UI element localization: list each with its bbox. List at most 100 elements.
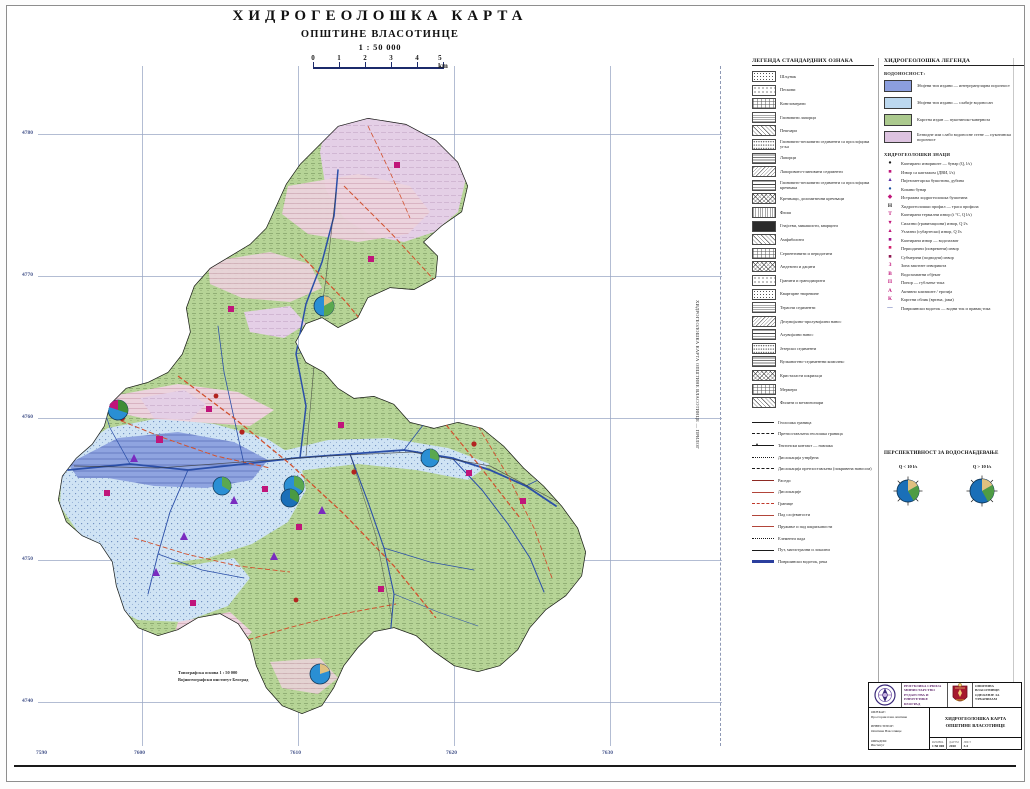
legend-standard-item: Серпентинити и перидотити [752,247,874,259]
grid-label-left: 4770 [22,272,33,278]
supply-pie-icon [893,476,923,506]
title-block-meta-cell: ДАТУМ 2010 [947,738,962,751]
legend-hydro-symbol: ▲ Пијезометарска бушотина, дубина [884,177,1024,184]
line-symbol [752,511,774,520]
legend-line-item: Дислокације [752,487,874,496]
legend-line-item-label: Пружање и пад шкриљавости [778,524,833,530]
legend-standard-item: Терасни седименти [752,302,874,314]
legend-hydro-symbol: А Активно клизиште / ерозија [884,287,1024,294]
legend-spacer [752,411,874,418]
lithology-pattern-swatch [752,206,776,218]
supply-legend-caption: Q < 10 l/s [898,464,918,469]
legend-standard-item: Андезити и дацити [752,261,874,273]
base-note-line1: Топографска основа 1 : 50 000 [178,670,238,675]
hydro-symbol-glyph-icon: ▼ [887,219,893,226]
line-symbol-stroke [752,456,774,458]
scale-label: 0 [311,54,315,62]
line-symbol-stroke [752,442,774,447]
scale-tick [417,62,418,69]
legend-standard-item: Шљунак [752,71,874,82]
scale-label: 1 [337,54,341,62]
hydro-symbol-glyph-icon: ● [888,160,892,166]
legend-standard-item: Гнајсеви, микашисти, кварцити [752,220,874,232]
hydro-symbol-glyph-icon: З [888,262,892,268]
hydro-symbol-label: Извор са каптажом (ДВИ, l/s) [901,169,955,175]
line-symbol-stroke [752,503,774,504]
scale-tick [339,62,340,69]
legend-hydro-symbol: ● Копани бунар [884,186,1024,192]
hydro-symbol-glyph-icon: П [887,279,893,285]
supply-pie-icon [966,475,998,507]
legend-line-item: Дислокација претпостављена (покривена на… [752,464,874,473]
legend-hydro-symbol: П Понор — губљење тока [884,279,1024,285]
legend-standard-item-label: Андезити и дацити [780,264,816,270]
unit-rose-north [208,252,322,302]
legend-divider-left [878,58,879,748]
legend-hydro-title: ХИДРОГЕОЛОШКА ЛЕГЕНДА [884,58,1024,66]
title-block-body: ОБЈЕКАТ: Просторни план општине ИНВЕСТИТ… [869,708,1021,751]
line-symbol-stroke [752,537,774,539]
lithology-pattern-swatch [752,193,776,205]
meta-key: ЛИСТ [963,740,971,744]
hydro-symbol-label: Пијезометарска бушотина, дубина [901,178,964,184]
legend-standard-item-label: Лапоровито-глиновити седименти [780,169,843,175]
line-symbol [752,534,774,543]
page-title: ХИДРОГЕОЛОШКА КАРТА [232,8,528,24]
graticule-line-vertical [610,66,611,746]
scale-label: 3 [389,54,393,62]
legend-standard-rows: Шљунак Пескови Конгломерати Глиновити лапор… [752,71,874,409]
legend-line-item-label: Раседи [778,477,791,483]
legend-standard-item-label: Глиновити лапорци [780,114,816,120]
legend-standard-item-label: Шљунак [780,73,796,79]
lithology-pattern-swatch [752,220,776,232]
line-symbol-stroke [752,526,774,528]
hydro-symbol-label: Хидрогеолошки профил — траса профила [901,203,979,209]
line-symbol [752,464,774,473]
lithology-pattern-swatch [752,342,776,354]
legend-standard-item-label: Гнајсеви, микашисти, кварцити [780,223,838,229]
legend-hydro-symbol: В Водозахватни објекат [884,271,1024,277]
line-symbol [752,418,774,427]
legend-standard-item: Глиновито-песковити седименти са прослој… [752,179,874,191]
legend-line-item: Геолошка граница [752,418,874,427]
legend-divider-right [1013,58,1014,748]
lithology-pattern-swatch [752,84,776,96]
scale-tick [391,62,392,69]
hydro-symbol-glyph-icon: А [888,287,892,294]
scale-tick [365,62,366,69]
lithology-pattern-swatch [752,274,776,286]
title-block-fields: ОБЈЕКАТ: Просторни план општине ИНВЕСТИТ… [869,708,930,751]
legend-standard-item-label: Гранити и гранодиорити [780,277,825,283]
legend-standard-item-label: Лапорци [780,155,796,161]
scale-label: 2 [363,54,367,62]
supply-legend-caption: Q > 10 l/s [972,464,992,469]
legend-line-item-label: Геолошка граница [778,419,812,425]
legend-hydro-symbol-rows: ● Каптирано извориште — бунар (Q, l/s) ■ Из… [884,160,1024,311]
local-authority-name: ОПШТИНА ВЛАСОТИНЦЕ ОДЕЉЕНJЕ ЗА УРБАНИЗАМ [975,684,1000,701]
line-symbol-stroke [752,491,774,493]
legend-standard-symbols: ЛЕГЕНДА СТАНДАРДНИХ ОЗНАКА Шљунак Пескови… [752,58,874,569]
meta-key: ДАТУМ [949,740,959,744]
legend-line-item-label: Дислокација претпостављена (покривена на… [778,466,872,472]
line-symbol-stroke [752,479,774,482]
lithology-pattern-swatch [752,71,776,82]
lithology-pattern-swatch [752,302,776,314]
graticule-line-horizontal [38,702,722,703]
lithology-pattern-swatch [752,370,776,382]
hydro-symbol-label: Карстни облик (вртача, јама) [901,297,954,303]
legend-supply-title: ПЕРСПЕКТИВНОСТ ЗА ВОДОСНАБДЕВАЊЕ [884,450,999,456]
title-block-right: ХИДРОГЕОЛОШКА КАРТА ОПШТИНЕ ВЛАСОТИНЦЕ Р… [930,708,1021,751]
hydro-symbol-glyph-icon: H [887,202,893,209]
hydro-symbol-label: Силазни (гравитациони) извор, Q l/s [901,220,968,226]
hydro-symbol-glyph-icon: T [888,211,892,217]
legend-hydro-unit: Збијени тип издани — интергрануларна пор… [884,80,1024,92]
page-scale-label: 1 : 50 000 [358,42,402,52]
legend-hydro-symbol: К Карстни облик (вртача, јама) [884,296,1024,303]
lithology-pattern-swatch [752,138,776,150]
title-block-meta: РАЗМЕРА 1:50 000 ДАТУМ 2010 ЛИСТ 3.4 [930,738,1021,751]
grid-label-bottom: 7590 [36,750,47,756]
legend-hydro-symbol: ● Каптирано извориште — бунар (Q, l/s) [884,160,1024,166]
legend-standard-item-label: Вулканогено-седиментни комплекс [780,359,845,365]
legend-hydro-symbol: H Хидрогеолошки профил — траса профила [884,202,1024,209]
